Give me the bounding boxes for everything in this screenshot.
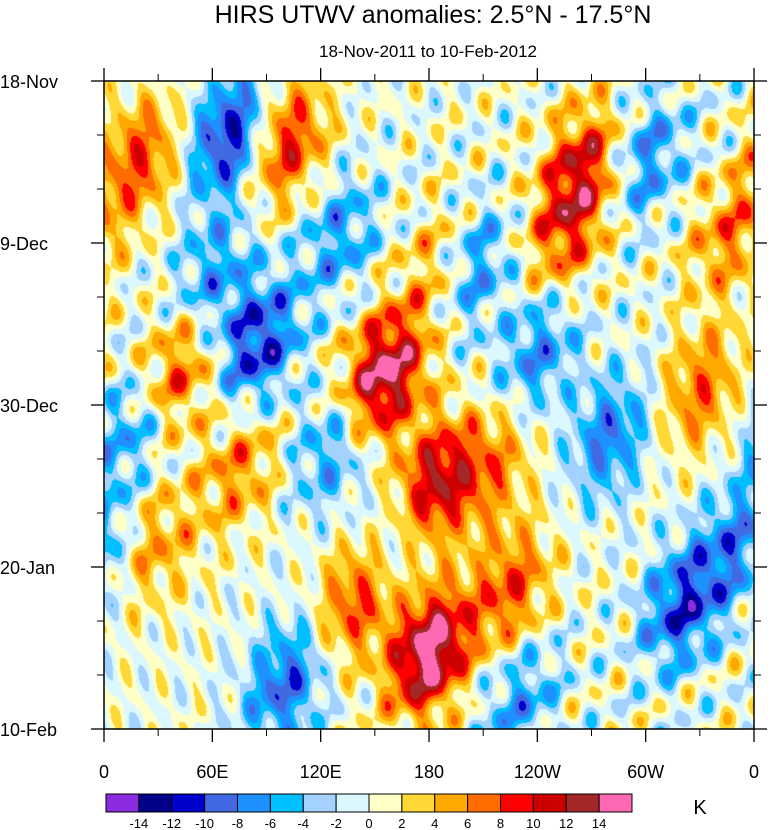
- colorbar-box: [171, 793, 206, 813]
- y-tick-label: 9-Dec: [0, 234, 48, 254]
- chart-subtitle: 18-Nov-2011 to 10-Feb-2012: [319, 42, 537, 61]
- colorbar-tick-label: -8: [232, 816, 244, 830]
- colorbar-box: [204, 793, 238, 813]
- colorbar-tick-label: 4: [431, 816, 438, 830]
- colorbar-tick-label: -14: [129, 816, 148, 830]
- colorbar-box: [565, 793, 600, 813]
- y-tick-label: 18-Nov: [0, 72, 58, 92]
- x-axis: 0 60E 120E 180 120W 60W 0: [99, 68, 759, 782]
- colorbar-box: [401, 793, 436, 813]
- x-tick-label: 0: [99, 762, 109, 782]
- colorbar-box: [598, 793, 633, 813]
- y-tick-label: 30-Dec: [0, 396, 58, 416]
- x-tick-label: 120W: [514, 762, 561, 782]
- heatmap-field: [104, 81, 754, 729]
- colorbar-box: [105, 793, 140, 813]
- colorbar-tick-label: 2: [398, 816, 405, 830]
- colorbar-tick-label: 6: [464, 816, 471, 830]
- colorbar-tick-label: -4: [297, 816, 309, 830]
- colorbar-box: [368, 793, 403, 813]
- colorbar-tick-label: -12: [162, 816, 181, 830]
- y-tick-label: 10-Feb: [0, 720, 57, 740]
- x-tick-label: 60E: [196, 762, 228, 782]
- colorbar-box: [269, 793, 304, 813]
- x-tick-label: 120E: [300, 762, 342, 782]
- y-tick-label: 20-Jan: [0, 558, 55, 578]
- colorbar-box: [467, 793, 501, 813]
- chart-title: HIRS UTWV anomalies: 2.5°N - 17.5°N: [215, 1, 652, 29]
- colorbar-box: [237, 793, 271, 813]
- colorbar-tick-label: -10: [195, 816, 214, 830]
- colorbar-box: [434, 793, 469, 813]
- y-axis: 18-Nov 9-Dec 30-Dec 20-Jan 10-Feb: [0, 72, 767, 740]
- colorbar-box: [138, 793, 173, 813]
- colorbar-unit: K: [693, 797, 707, 819]
- x-tick-label: 60W: [627, 762, 664, 782]
- plot-area: [103, 80, 755, 730]
- colorbar-box: [532, 793, 567, 813]
- colorbar-box: [500, 793, 534, 813]
- colorbar-tick-label: 14: [592, 816, 606, 830]
- colorbar-tick-label: 12: [559, 816, 573, 830]
- colorbar-tick-label: 10: [526, 816, 540, 830]
- colorbar-box: [335, 793, 370, 813]
- x-tick-label: 180: [414, 762, 444, 782]
- colorbar-tick-label: -6: [265, 816, 277, 830]
- colorbar-tick-label: -2: [330, 816, 342, 830]
- colorbar: -14 -12 -10 -8 -6 -4 -2 0 2 4 6 8 10 12 14 K: [105, 793, 707, 830]
- colorbar-tick-label: 0: [365, 816, 372, 830]
- colorbar-box: [302, 793, 337, 813]
- x-tick-label: 0: [749, 762, 759, 782]
- colorbar-tick-label: 8: [497, 816, 504, 830]
